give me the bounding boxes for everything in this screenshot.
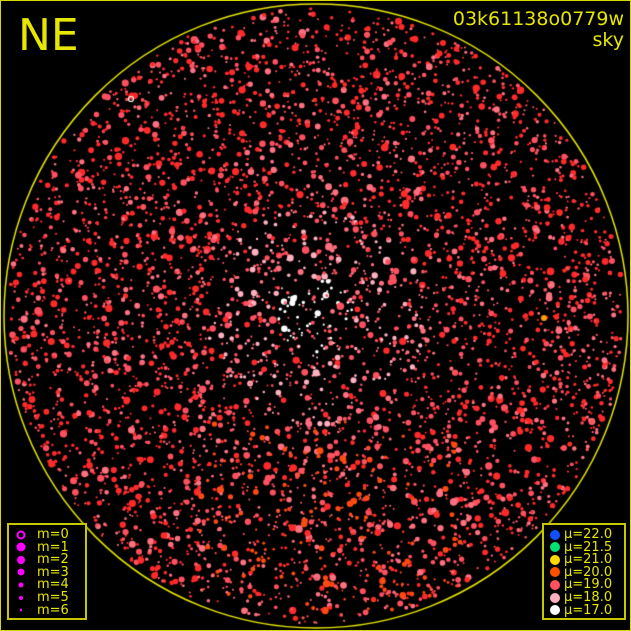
surface-brightness-legend-entry: μ=17.0 [544,604,624,617]
magnitude-legend-label: m=5 [37,590,69,605]
magnitude-symbol-icon [17,555,25,564]
image-type-label: sky [592,29,624,51]
magnitude-legend-entry: m=4 [9,578,85,591]
color-swatch-icon [550,605,560,616]
magnitude-legend-label: m=6 [37,602,69,618]
surface-brightness-legend-entry: μ=21.5 [544,541,624,554]
surface-brightness-legend-label: μ=21.0 [564,552,613,568]
magnitude-symbol-icon [18,582,24,588]
magnitude-legend-entry: m=5 [9,591,85,604]
magnitude-legend-entry: m=1 [9,541,85,554]
surface-brightness-legend-label: μ=22.0 [564,527,613,542]
magnitude-symbol-icon [16,530,26,539]
magnitude-symbol-icon [16,542,26,552]
surface-brightness-legend-entry: μ=22.0 [544,528,624,541]
color-swatch-icon [550,579,560,590]
magnitude-legend-entry: m=3 [9,566,85,579]
surface-brightness-legend-label: μ=18.0 [564,590,613,605]
magnitude-legend: m=0 m=1 m=2 m=3 m=4 m=5 m=6 [7,523,87,620]
magnitude-legend-label: m=0 [37,527,69,542]
surface-brightness-legend: μ=22.0 μ=21.5 μ=21.0 μ=20.0 μ=19.0 μ=18.0 μ=17… [542,523,626,620]
surface-brightness-legend-label: μ=20.0 [564,564,613,580]
surface-brightness-legend-label: μ=21.5 [564,539,613,555]
magnitude-legend-label: m=1 [37,539,69,555]
surface-brightness-legend-label: μ=19.0 [564,577,613,593]
magnitude-symbol-icon [19,595,23,600]
observation-id: 03k61138o0779w [452,8,624,30]
surface-brightness-legend-entry: μ=20.0 [544,566,624,579]
magnitude-legend-entry: m=2 [9,553,85,566]
color-swatch-icon [550,567,560,578]
magnitude-legend-label: m=2 [37,552,69,568]
magnitude-legend-entry: m=0 [9,528,85,541]
magnitude-legend-label: m=4 [37,577,69,593]
magnitude-symbol-icon [17,568,25,576]
surface-brightness-legend-entry: μ=19.0 [544,578,624,591]
color-swatch-icon [550,542,560,553]
magnitude-legend-entry: m=6 [9,604,85,617]
color-swatch-icon [550,529,560,540]
magnitude-legend-label: m=3 [37,564,69,580]
surface-brightness-legend-entry: μ=18.0 [544,591,624,604]
surface-brightness-legend-label: μ=17.0 [564,602,613,618]
magnitude-symbol-icon [20,608,22,612]
color-swatch-icon [550,592,560,603]
color-swatch-icon [550,554,560,565]
direction-label: NE [18,10,79,61]
surface-brightness-legend-entry: μ=21.0 [544,553,624,566]
